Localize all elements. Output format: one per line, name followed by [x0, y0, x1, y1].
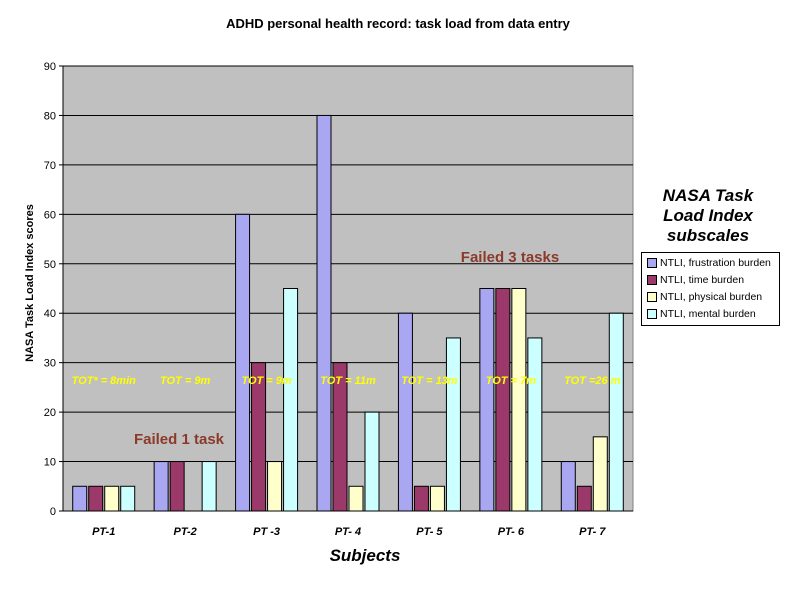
- tot-labels: TOT* = 8min TOT = 9m TOT = 9m TOT = 11m TOT …: [72, 375, 621, 387]
- y-tick-labels: 0 10 20 30 40 50 60 70 80 90: [44, 61, 56, 518]
- bars: [72, 114, 624, 512]
- legend-label: NTLI, mental burden: [660, 308, 756, 320]
- bar-frustration-1: [72, 485, 88, 512]
- bar-frustration-6: [479, 288, 495, 512]
- tot-label: TOT =26 m: [564, 375, 621, 387]
- legend-title-line: NASA Task: [662, 186, 754, 205]
- bar-frustration-3: [235, 213, 251, 512]
- tot-label: TOT = 13m: [401, 375, 458, 387]
- bar-time-2: [169, 461, 185, 512]
- y-tick-label: 70: [44, 160, 56, 172]
- legend-swatch: [647, 258, 657, 268]
- legend-item-time: NTLI, time burden: [647, 273, 744, 287]
- legend-label: NTLI, frustration burden: [660, 257, 771, 269]
- y-tick-label: 60: [44, 209, 56, 221]
- x-tick-label: PT- 4: [335, 526, 361, 538]
- tot-label: TOT* = 8min: [72, 375, 137, 387]
- x-tick-label: PT- 7: [579, 526, 606, 538]
- bar-mental-2: [201, 461, 217, 512]
- bar-physical-6: [511, 288, 527, 512]
- legend-title-line: subscales: [666, 226, 750, 245]
- y-tick-label: 0: [50, 506, 56, 518]
- bar-mental-7: [608, 312, 624, 512]
- legend-title-line: Load Index: [663, 206, 753, 225]
- bar-frustration-2: [153, 461, 169, 512]
- bar-physical-1: [104, 485, 120, 512]
- legend-swatch: [647, 309, 657, 319]
- bar-physical-4: [348, 485, 364, 512]
- y-tick-label: 30: [44, 358, 56, 370]
- tot-label: TOT = 11m: [320, 375, 376, 387]
- bar-time-5: [413, 485, 429, 512]
- bar-time-1: [88, 485, 104, 512]
- x-axis-label: Subjects: [330, 546, 401, 565]
- legend-label: NTLI, physical burden: [660, 291, 763, 303]
- y-tick-label: 10: [44, 457, 56, 469]
- x-tick-label: PT -3: [253, 526, 280, 538]
- legend: NTLI, frustration burden NTLI, time burd…: [641, 252, 780, 326]
- y-tick-label: 20: [44, 407, 56, 419]
- legend-title: NASA Task Load Index subscales: [645, 186, 771, 246]
- bar-frustration-4: [316, 114, 332, 512]
- x-tick-label: PT- 6: [498, 526, 525, 538]
- legend-label: NTLI, time burden: [660, 274, 745, 286]
- tot-label: TOT = 9m: [160, 375, 210, 387]
- bar-time-6: [495, 288, 511, 512]
- legend-swatch: [647, 275, 657, 285]
- chart-title: ADHD personal health record: task load f…: [226, 16, 571, 31]
- legend-item-physical: NTLI, physical burden: [647, 290, 762, 304]
- x-tick-label: PT- 5: [416, 526, 443, 538]
- legend-item-mental: NTLI, mental burden: [647, 307, 756, 321]
- bar-frustration-7: [560, 461, 576, 512]
- bar-mental-4: [364, 411, 380, 512]
- tot-label: TOT = 7m: [486, 375, 536, 387]
- y-tick-label: 50: [44, 259, 56, 271]
- bar-physical-5: [429, 485, 445, 512]
- bar-mental-6: [527, 337, 543, 512]
- annotation-failed-1: Failed 1 task: [134, 431, 225, 448]
- bar-time-3: [251, 362, 267, 512]
- y-tick-label: 40: [44, 308, 56, 320]
- legend-swatch: [647, 292, 657, 302]
- bar-mental-5: [445, 337, 461, 512]
- x-tick-label: PT-1: [92, 526, 115, 538]
- x-tick-label: PT-2: [174, 526, 197, 538]
- bar-physical-3: [267, 461, 283, 512]
- gridlines: [59, 65, 633, 512]
- y-axis-label: NASA Task Load Index scores: [24, 204, 36, 362]
- bar-time-7: [576, 485, 592, 512]
- tot-label: TOT = 9m: [241, 375, 291, 387]
- legend-item-frustration: NTLI, frustration burden: [647, 256, 771, 270]
- bar-physical-7: [592, 436, 608, 512]
- bar-mental-3: [283, 288, 299, 512]
- annotation-failed-3: Failed 3 tasks: [461, 249, 559, 266]
- x-tick-labels: PT-1 PT-2 PT -3 PT- 4 PT- 5 PT- 6 PT- 7: [92, 526, 606, 538]
- y-tick-label: 80: [44, 110, 56, 122]
- y-tick-label: 90: [44, 61, 56, 73]
- bar-time-4: [332, 362, 348, 512]
- bar-mental-1: [120, 485, 136, 512]
- bar-frustration-5: [397, 312, 413, 512]
